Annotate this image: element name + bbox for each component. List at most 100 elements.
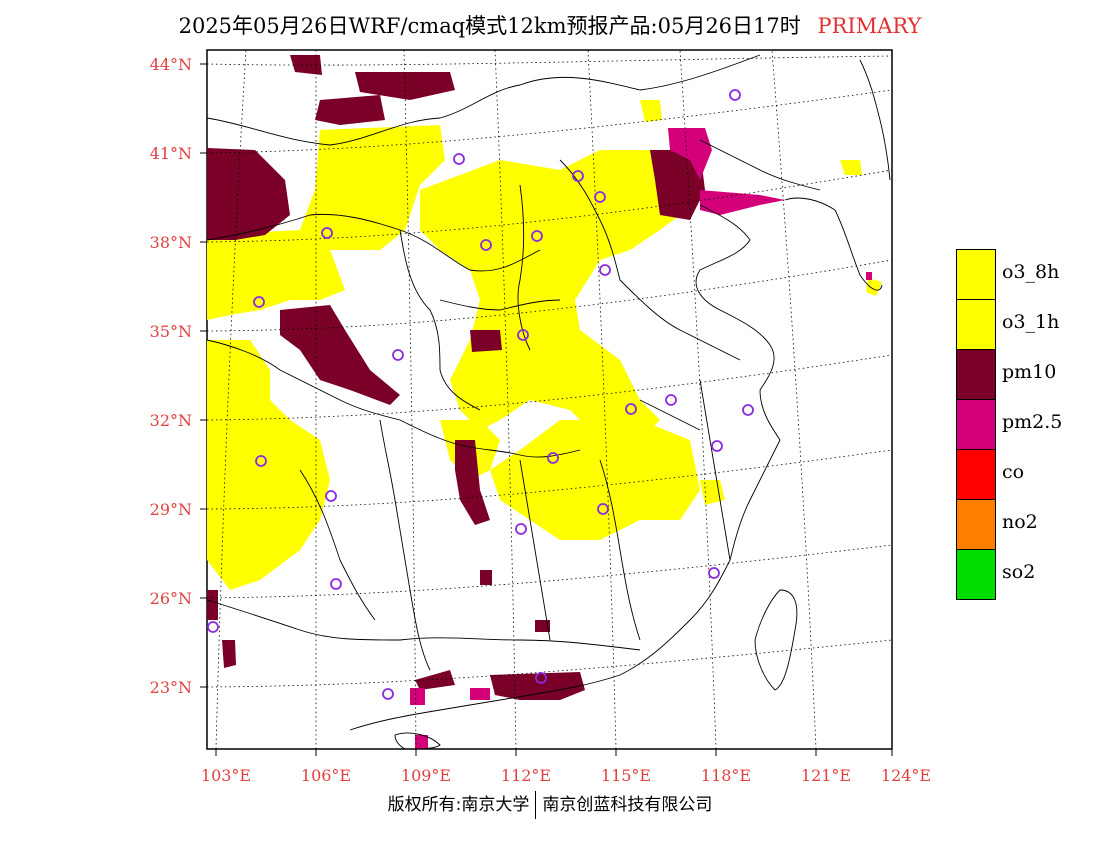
- pm10-region: [535, 620, 550, 632]
- pm10-region: [455, 440, 490, 525]
- province-boundary: [206, 213, 541, 272]
- province-boundary: [206, 599, 641, 651]
- lon-label: 106°E: [301, 766, 351, 785]
- pm10-region: [222, 640, 236, 668]
- o3-region: [840, 160, 862, 175]
- station-marker: [711, 440, 723, 452]
- legend-label: co: [1002, 461, 1025, 483]
- legend-item-so2: so2: [956, 549, 1080, 600]
- legend-swatch: [956, 549, 996, 600]
- pm10-region: [415, 670, 455, 690]
- pm10-region: [315, 95, 385, 125]
- station-marker: [708, 567, 720, 579]
- station-marker: [742, 404, 754, 416]
- pm10-region: [207, 590, 218, 620]
- lat-label: 32°N: [150, 411, 192, 430]
- pm10-region: [207, 148, 290, 240]
- lon-label: 109°E: [401, 766, 451, 785]
- o3-region: [300, 125, 445, 250]
- legend-label: no2: [1002, 511, 1038, 533]
- grid-line: [206, 89, 893, 154]
- lat-label: 35°N: [150, 322, 192, 341]
- pm10-region: [490, 672, 585, 700]
- legend-swatch: [956, 299, 996, 350]
- station-layer: [207, 89, 754, 700]
- grid-line: [206, 169, 893, 243]
- station-marker: [392, 349, 404, 361]
- legend-swatch: [956, 349, 996, 400]
- lat-label: 41°N: [150, 144, 192, 163]
- province-boundary: [639, 399, 701, 431]
- lon-label-layer: 103°E 106°E 109°E 112°E 115°E 118°E 121°…: [201, 766, 931, 785]
- station-marker: [599, 264, 611, 276]
- lon-label: 118°E: [701, 766, 751, 785]
- coastline: [784, 197, 883, 291]
- o3-region: [490, 420, 700, 540]
- title-text: 2025年05月26日WRF/cmaq模式12km预报产品:05月26日17时: [178, 14, 801, 38]
- pm25-region: [866, 272, 872, 280]
- taiwan-coast: [754, 589, 798, 691]
- pm25-region: [470, 688, 490, 700]
- graticule-layer: [206, 49, 893, 750]
- province-boundary: [399, 229, 481, 411]
- legend-label: o3_8h: [1002, 261, 1060, 283]
- legend-swatch: [956, 449, 996, 500]
- grid-line: [206, 259, 893, 332]
- primary-tag: PRIMARY: [817, 14, 922, 38]
- pm25-region: [410, 688, 425, 705]
- o3-region-layer: [207, 100, 882, 590]
- province-boundary: [559, 159, 741, 361]
- lon-label: 124°E: [881, 766, 931, 785]
- station-marker: [382, 688, 394, 700]
- coastline: [859, 59, 891, 181]
- lat-label: 44°N: [150, 55, 192, 74]
- footer-divider: [535, 791, 537, 819]
- lat-label: 38°N: [150, 233, 192, 252]
- station-marker: [480, 239, 492, 251]
- o3-region: [207, 340, 330, 590]
- province-boundary: [206, 54, 761, 146]
- legend-label: o3_1h: [1002, 311, 1060, 333]
- legend-swatch: [956, 249, 996, 300]
- pm10-region: [650, 150, 705, 220]
- o3-region: [866, 278, 882, 296]
- province-boundary: [299, 469, 376, 621]
- pm10-region: [280, 305, 400, 405]
- pm25-region-layer: [410, 128, 872, 749]
- station-marker: [531, 230, 543, 242]
- station-marker: [325, 490, 337, 502]
- legend-item-co: co: [956, 449, 1080, 500]
- station-marker: [625, 403, 637, 415]
- legend-item-no2: no2: [956, 499, 1080, 550]
- province-boundary: [206, 339, 401, 421]
- tick-layer: [200, 63, 893, 756]
- station-marker: [255, 455, 267, 467]
- copyright-company: 南京创蓝科技有限公司: [542, 795, 713, 815]
- pm10-region-layer: [207, 55, 705, 700]
- station-marker: [547, 452, 559, 464]
- lat-label: 29°N: [150, 500, 192, 519]
- lon-label: 115°E: [601, 766, 651, 785]
- lat-label: 23°N: [150, 678, 192, 697]
- o3-region: [207, 230, 345, 320]
- legend-item-pm10: pm10: [956, 349, 1080, 400]
- province-boundary: [519, 459, 551, 641]
- map-title: 2025年05月26日WRF/cmaq模式12km预报产品:05月26日17时 …: [0, 10, 1100, 40]
- grid-line: [206, 639, 893, 688]
- copyright-owner: 版权所有:南京大学: [387, 795, 530, 815]
- station-marker: [729, 89, 741, 101]
- station-marker: [665, 394, 677, 406]
- lon-label: 112°E: [501, 766, 551, 785]
- o3-region: [420, 150, 700, 440]
- legend-label: pm2.5: [1002, 411, 1063, 433]
- pm25-region: [415, 735, 428, 749]
- station-marker: [517, 329, 529, 341]
- legend-label: so2: [1002, 561, 1036, 583]
- station-marker: [515, 523, 527, 535]
- province-boundary: [439, 299, 561, 311]
- province-boundary: [699, 139, 821, 191]
- grid-line: [206, 449, 893, 510]
- lat-label-layer: 44°N 41°N 38°N 35°N 32°N 29°N 26°N 23°N: [150, 55, 192, 697]
- station-marker: [535, 672, 547, 684]
